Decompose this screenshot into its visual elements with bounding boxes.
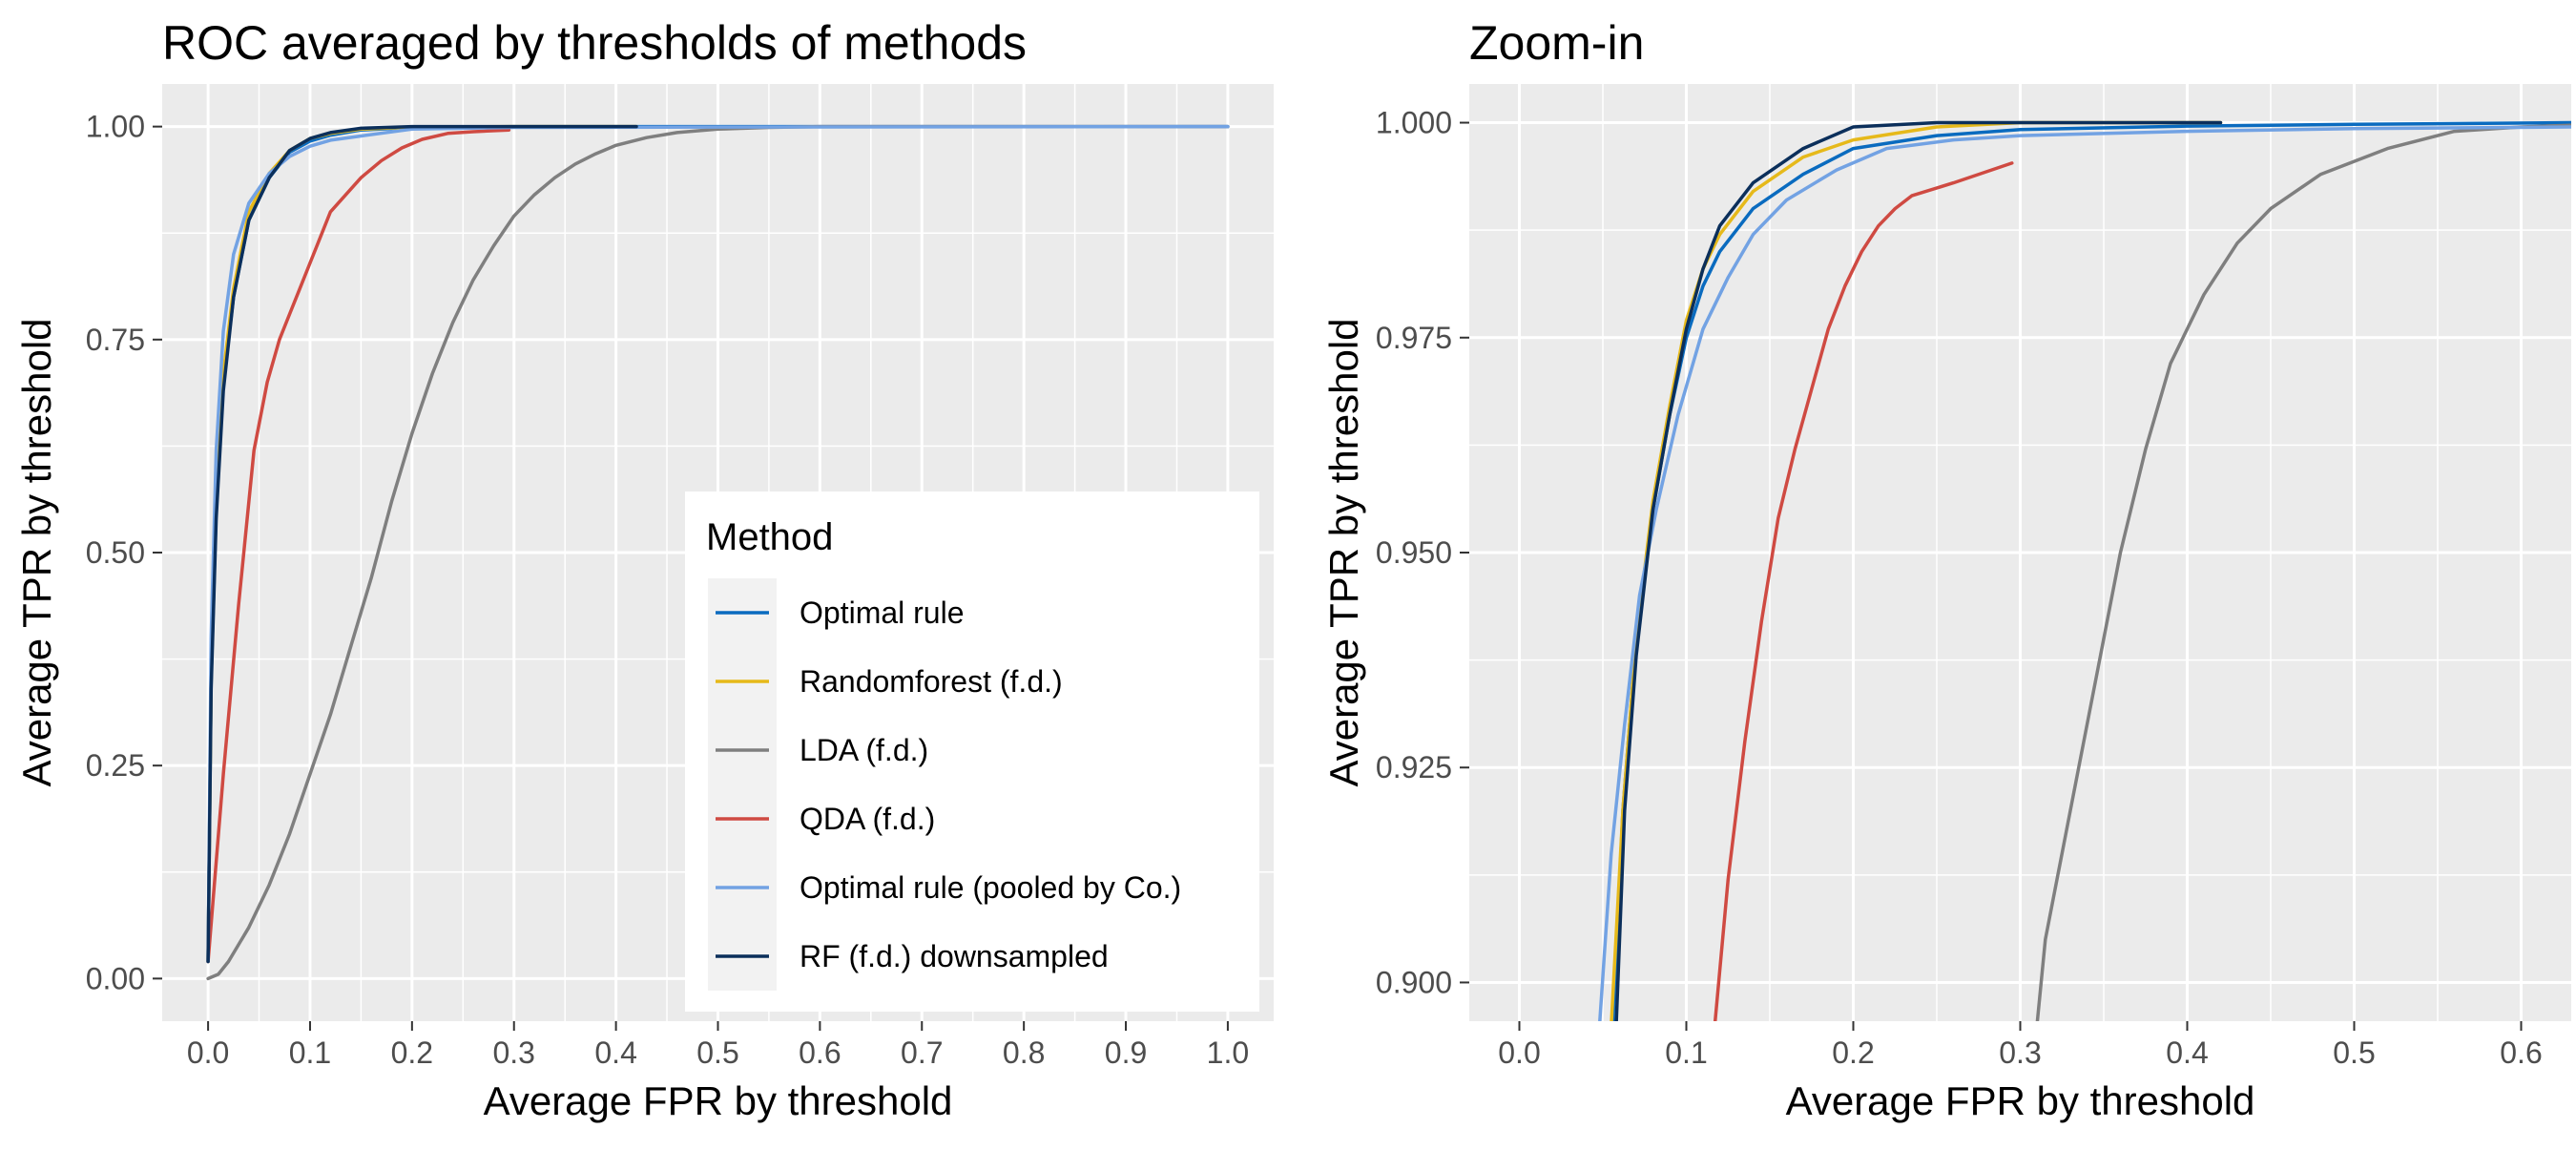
y-axis-ticks: 0.00 0.25 0.50 0.75 1.00 (86, 110, 162, 995)
x-tick-label: 0.7 (901, 1035, 943, 1070)
legend: Method Optimal rule Randomforest (f.d.) LD… (685, 491, 1259, 1012)
x-tick-label: 0.1 (1665, 1035, 1707, 1070)
legend-items: Optimal rule Randomforest (f.d.) LDA (f.d.… (708, 578, 1181, 991)
legend-label: RF (f.d.) downsampled (800, 939, 1109, 973)
series-line-rf-f-d-downsampled (206, 124, 638, 964)
y-tick-label: 0.950 (1376, 535, 1452, 570)
x-tick-label: 0.6 (2500, 1035, 2542, 1070)
x-tick-label: 0.0 (187, 1035, 229, 1070)
series-line-optimal-rule-pooled-by-co (1598, 125, 2571, 1021)
y-tick-label: 1.000 (1376, 106, 1452, 140)
x-tick-label: 1.0 (1207, 1035, 1249, 1070)
legend-title: Method (706, 516, 833, 558)
y-tick-label: 0.75 (86, 323, 145, 357)
series-lines (206, 124, 1230, 981)
y-axis-title-zoom: Average TPR by threshold (1321, 318, 1366, 786)
x-tick-label: 0.3 (492, 1035, 534, 1070)
legend-label: QDA (f.d.) (800, 802, 935, 836)
y-axis-ticks-zoom: 0.900 0.925 0.950 0.975 1.000 (1376, 106, 1469, 999)
x-tick-label: 0.4 (594, 1035, 636, 1070)
x-tick-label: 0.8 (1003, 1035, 1045, 1070)
chart-title-zoom: Zoom-in (1469, 16, 1644, 70)
x-tick-label: 0.6 (799, 1035, 841, 1070)
x-tick-label: 0.4 (2166, 1035, 2208, 1070)
panel-zoom-in: Zoom-in 0.0 0.1 0.2 0.3 0.4 0.5 0.6 0.900 0.925… (1321, 16, 2571, 1123)
legend-box (685, 491, 1259, 1012)
series-line-lda-f-d (2035, 123, 2571, 1021)
chart-title: ROC averaged by thresholds of methods (162, 16, 1027, 70)
series-line-lda-f-d (206, 124, 1230, 981)
panel-roc: ROC averaged by thresholds of methods 0.… (14, 16, 1274, 1123)
y-tick-label: 0.900 (1376, 965, 1452, 999)
y-tick-label: 0.25 (86, 748, 145, 783)
series-line-qda-f-d (1713, 161, 2014, 1021)
x-axis-ticks: 0.0 0.1 0.2 0.3 0.4 0.5 0.6 0.7 0.8 0.9 1.0 (187, 1021, 1249, 1070)
y-tick-label: 0.00 (86, 961, 145, 995)
x-tick-label: 0.2 (391, 1035, 433, 1070)
legend-label: Optimal rule (800, 596, 965, 630)
x-tick-label: 0.5 (696, 1035, 738, 1070)
y-tick-label: 0.975 (1376, 321, 1452, 355)
x-tick-label: 0.9 (1105, 1035, 1147, 1070)
x-axis-ticks-zoom: 0.0 0.1 0.2 0.3 0.4 0.5 0.6 (1498, 1021, 2543, 1070)
x-tick-label: 0.2 (1832, 1035, 1874, 1070)
x-tick-label: 0.5 (2333, 1035, 2375, 1070)
legend-label: Randomforest (f.d.) (800, 664, 1063, 699)
series-lines-zoom (1598, 120, 2571, 1021)
series-line-qda-f-d (206, 128, 511, 964)
legend-label: LDA (f.d.) (800, 733, 928, 767)
x-tick-label: 0.1 (289, 1035, 331, 1070)
x-axis-title-zoom: Average FPR by threshold (1786, 1078, 2255, 1123)
x-tick-label: 0.0 (1498, 1035, 1540, 1070)
x-axis-title: Average FPR by threshold (484, 1078, 953, 1123)
y-tick-label: 0.925 (1376, 750, 1452, 784)
y-tick-label: 0.50 (86, 535, 145, 570)
series-line-rf-f-d-downsampled (1614, 120, 2223, 1021)
y-axis-title: Average TPR by threshold (14, 318, 59, 786)
legend-label: Optimal rule (pooled by Co.) (800, 870, 1181, 905)
y-tick-label: 1.00 (86, 110, 145, 144)
x-tick-label: 0.3 (1999, 1035, 2041, 1070)
